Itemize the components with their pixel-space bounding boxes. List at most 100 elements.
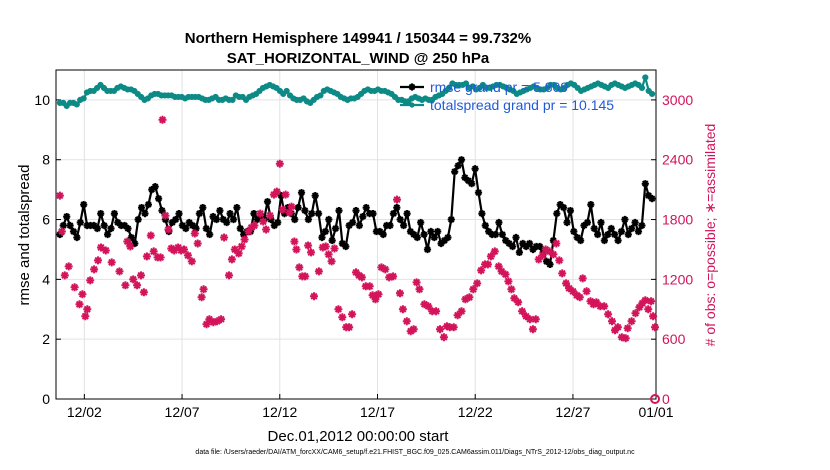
legend-marker [408,83,416,91]
data-point [174,243,183,252]
data-point [627,317,636,326]
data-point [541,245,550,254]
data-point [281,190,290,199]
data-point [417,218,425,227]
data-point [75,300,84,309]
data-point [529,245,537,254]
data-point [280,210,289,218]
y-axis-label: rmse and totalspread [16,165,33,306]
data-point [505,239,513,248]
data-point [497,267,506,276]
data-point [555,256,564,265]
data-point [330,244,339,253]
x-tick-label: 12/17 [360,404,395,420]
data-point [148,186,156,194]
data-point [55,191,64,200]
series-0 [56,156,656,268]
data-point [611,230,619,239]
data-point [192,224,200,233]
data-point [461,174,469,182]
data-point [469,285,478,294]
data-point [556,201,564,209]
data-point [133,281,142,290]
data-point [502,236,510,245]
data-point [274,218,282,227]
data-point [638,299,647,308]
data-point [240,235,249,244]
data-point [180,245,188,254]
data-point [178,221,186,230]
data-point [209,213,217,221]
data-point [357,273,366,282]
data-point [481,221,489,230]
data-point [449,323,458,332]
data-point [491,230,500,239]
y2-tick-label: 3000 [662,92,693,108]
data-point [183,251,192,260]
data-point [393,204,401,212]
data-point [352,268,360,277]
data-point [437,239,445,248]
data-point [263,198,272,206]
data-point [131,239,139,248]
data-point [641,180,649,188]
data-point [641,296,650,305]
data-point [141,210,149,218]
data-point [518,307,527,316]
data-point [233,204,241,212]
data-point [229,96,236,104]
data-point [402,317,411,326]
data-point [291,215,299,224]
data-point [549,250,558,259]
x-tick-label: 12/07 [165,404,200,420]
data-point [234,249,243,258]
data-point [59,221,67,230]
data-point [451,168,459,176]
legend: rmse grand pr = 5.809 totalspread grand p… [400,79,614,113]
data-point [327,257,336,266]
y-tick-label: 6 [42,212,50,228]
data-point [270,221,278,230]
data-point [396,215,404,224]
data-point [155,195,163,203]
data-point [278,205,287,214]
data-point [190,229,199,238]
data-point [318,233,326,242]
data-point [510,294,519,303]
data-point [420,230,428,239]
data-point [393,195,401,204]
data-point [575,293,584,302]
data-point [100,221,108,230]
data-point [230,245,239,254]
data-point [124,224,132,233]
data-point [538,251,547,260]
data-point [90,265,99,274]
data-point [565,284,573,293]
data-point [287,202,296,211]
data-point [644,305,653,314]
data-point [617,227,626,236]
data-point [563,218,571,227]
data-point [461,295,470,304]
data-point [321,242,330,251]
x-tick-label: 12/12 [262,404,297,420]
x-tick-label: 12/22 [458,404,493,420]
data-point [389,210,397,218]
data-point [423,245,432,254]
data-point [490,247,499,256]
data-point [634,227,643,236]
data-point [81,312,90,321]
data-point [304,241,313,250]
data-point [582,287,591,296]
data-point [164,225,173,234]
data-point [412,278,421,287]
data-point [97,243,105,252]
data-point [352,207,360,215]
data-point [142,252,151,261]
data-point [376,227,384,236]
data-point [536,242,544,251]
data-point [586,297,595,306]
data-point [365,282,374,291]
data-point [578,274,587,283]
data-point [292,245,301,254]
